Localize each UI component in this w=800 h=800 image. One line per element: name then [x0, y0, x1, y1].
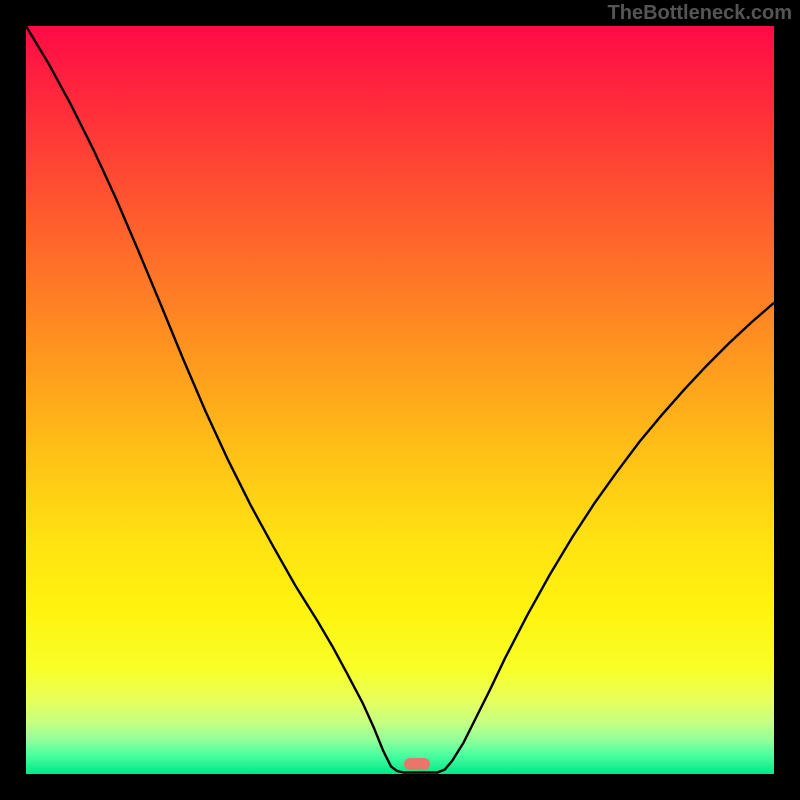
chart-container: TheBottleneck.com [0, 0, 800, 800]
watermark-text: TheBottleneck.com [608, 2, 792, 25]
optimum-marker [404, 758, 430, 770]
curve-path [26, 26, 774, 773]
plot-area [26, 26, 774, 774]
bottleneck-curve [26, 26, 774, 774]
